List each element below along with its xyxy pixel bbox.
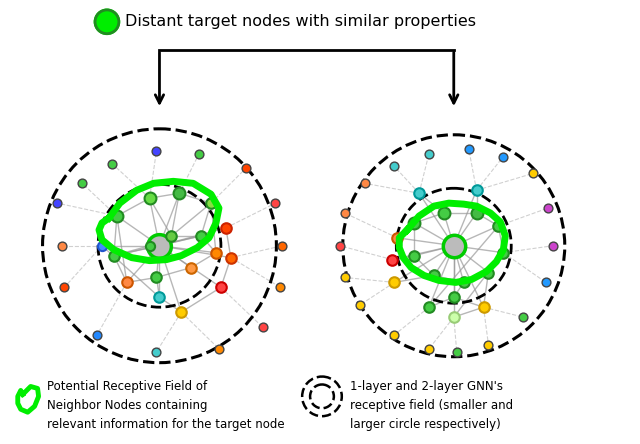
Point bbox=[424, 345, 434, 353]
Point bbox=[392, 234, 403, 242]
Point bbox=[543, 205, 553, 212]
Text: Distant target nodes with similar properties: Distant target nodes with similar proper… bbox=[125, 14, 476, 29]
Circle shape bbox=[95, 10, 119, 34]
Point bbox=[528, 170, 538, 177]
Point bbox=[214, 345, 224, 353]
Point bbox=[340, 274, 350, 281]
Point bbox=[152, 348, 162, 355]
Point bbox=[483, 269, 493, 276]
Point bbox=[449, 313, 459, 321]
Point bbox=[275, 284, 285, 291]
Point bbox=[206, 200, 216, 207]
Point bbox=[166, 232, 177, 239]
Point bbox=[196, 232, 206, 239]
Point bbox=[424, 304, 434, 311]
Point bbox=[498, 153, 508, 160]
Point bbox=[463, 145, 474, 152]
Point bbox=[107, 160, 117, 167]
Point bbox=[145, 242, 155, 249]
Point bbox=[518, 313, 528, 321]
Point bbox=[92, 331, 102, 338]
Point bbox=[77, 180, 87, 187]
Point bbox=[241, 165, 251, 172]
Point bbox=[387, 256, 397, 263]
Point bbox=[60, 284, 70, 291]
Point bbox=[449, 294, 459, 301]
Point bbox=[414, 190, 424, 197]
Point bbox=[355, 301, 365, 309]
Point bbox=[472, 210, 482, 217]
Point bbox=[472, 187, 482, 194]
Point bbox=[452, 348, 462, 355]
Point bbox=[270, 200, 280, 207]
Point bbox=[478, 304, 488, 311]
Point bbox=[483, 341, 493, 349]
Point bbox=[449, 242, 459, 249]
Point bbox=[152, 274, 162, 281]
Text: Potential Receptive Field of
Neighbor Nodes containing
relevant information for : Potential Receptive Field of Neighbor No… bbox=[47, 380, 285, 431]
Point bbox=[194, 150, 204, 157]
Point bbox=[498, 249, 508, 256]
Point bbox=[186, 264, 196, 271]
Point bbox=[174, 190, 184, 197]
Point bbox=[548, 242, 558, 249]
Point bbox=[154, 242, 164, 249]
Point bbox=[389, 163, 399, 170]
Point bbox=[493, 222, 504, 230]
Point bbox=[439, 210, 449, 217]
Point bbox=[152, 147, 162, 154]
Point bbox=[429, 272, 439, 279]
Point bbox=[211, 249, 221, 256]
Point bbox=[409, 252, 419, 259]
Point bbox=[97, 242, 107, 249]
Point bbox=[112, 213, 122, 220]
Point bbox=[335, 242, 345, 249]
Point bbox=[409, 219, 419, 226]
Text: 1-layer and 2-layer GNN's
receptive field (smaller and
larger circle respectivel: 1-layer and 2-layer GNN's receptive fiel… bbox=[349, 380, 513, 431]
Point bbox=[340, 210, 350, 217]
Point bbox=[257, 323, 268, 330]
Point bbox=[360, 180, 370, 187]
Point bbox=[122, 279, 132, 286]
Point bbox=[389, 279, 399, 286]
Point bbox=[277, 242, 287, 249]
Point bbox=[389, 331, 399, 338]
Point bbox=[154, 294, 164, 301]
Point bbox=[176, 309, 186, 316]
Point bbox=[221, 224, 231, 231]
Point bbox=[57, 242, 67, 249]
Point bbox=[459, 279, 469, 286]
Point bbox=[109, 252, 119, 259]
Point bbox=[424, 150, 434, 157]
Point bbox=[145, 194, 155, 202]
Point bbox=[541, 279, 551, 286]
Point bbox=[226, 254, 236, 261]
Point bbox=[216, 284, 226, 291]
Point bbox=[52, 200, 63, 207]
